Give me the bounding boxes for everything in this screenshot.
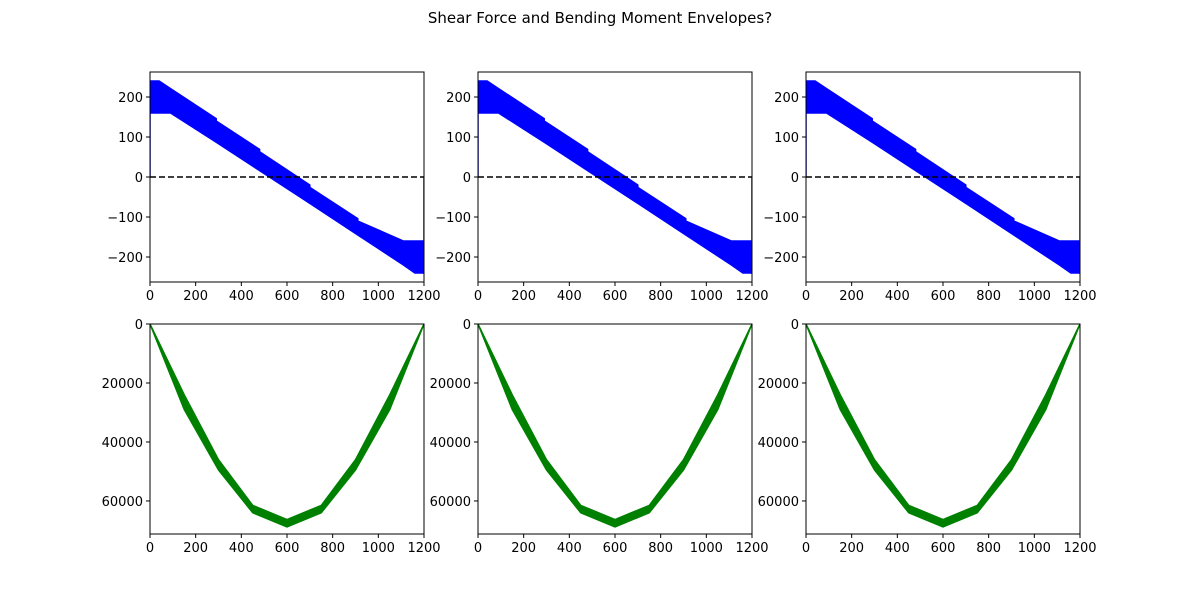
x-tick-label: 0: [802, 541, 810, 556]
y-tick-label: 60000: [758, 495, 799, 510]
x-tick-label: 1000: [1018, 541, 1051, 556]
y-tick-label: −200: [435, 251, 471, 266]
x-tick-label: 200: [839, 289, 864, 304]
x-tick-label: 0: [146, 289, 154, 304]
x-tick-label: 1000: [1018, 289, 1051, 304]
x-tick-label: 800: [648, 541, 673, 556]
y-tick-label: 40000: [102, 436, 143, 451]
x-tick-label: 800: [648, 289, 673, 304]
x-tick-label: 200: [183, 541, 208, 556]
x-tick-label: 400: [229, 289, 254, 304]
y-tick-label: −100: [435, 211, 471, 226]
x-tick-label: 0: [802, 289, 810, 304]
y-tick-label: 0: [135, 318, 143, 333]
figure-title: Shear Force and Bending Moment Envelopes…: [428, 9, 772, 27]
y-tick-label: 200: [774, 91, 799, 106]
x-tick-label: 600: [603, 541, 628, 556]
y-tick-label: 100: [774, 131, 799, 146]
y-tick-label: −200: [763, 251, 799, 266]
y-tick-label: 60000: [430, 495, 471, 510]
y-tick-label: −100: [763, 211, 799, 226]
y-tick-label: 0: [791, 171, 799, 186]
x-tick-label: 1200: [1063, 289, 1096, 304]
x-tick-label: 1200: [735, 289, 768, 304]
x-tick-label: 600: [275, 541, 300, 556]
x-tick-label: 0: [146, 541, 154, 556]
x-tick-label: 200: [839, 541, 864, 556]
y-tick-label: −100: [107, 211, 143, 226]
y-tick-label: 20000: [430, 377, 471, 392]
x-tick-label: 0: [474, 541, 482, 556]
y-tick-label: 0: [463, 171, 471, 186]
x-tick-label: 600: [931, 541, 956, 556]
x-tick-label: 800: [320, 289, 345, 304]
x-tick-label: 1000: [690, 289, 723, 304]
y-tick-label: 100: [446, 131, 471, 146]
y-tick-label: 20000: [102, 377, 143, 392]
envelope-band: [150, 324, 424, 528]
y-tick-label: 0: [463, 318, 471, 333]
x-tick-label: 600: [603, 289, 628, 304]
y-tick-label: 200: [446, 91, 471, 106]
y-tick-label: 40000: [758, 436, 799, 451]
x-tick-label: 800: [976, 541, 1001, 556]
x-tick-label: 1200: [407, 541, 440, 556]
y-tick-label: −200: [107, 251, 143, 266]
x-tick-label: 1000: [690, 541, 723, 556]
x-tick-label: 1200: [1063, 541, 1096, 556]
x-tick-label: 1000: [362, 289, 395, 304]
x-tick-label: 600: [931, 289, 956, 304]
x-tick-label: 200: [183, 289, 208, 304]
x-tick-label: 1200: [407, 289, 440, 304]
x-tick-label: 0: [474, 289, 482, 304]
x-tick-label: 600: [275, 289, 300, 304]
x-tick-label: 400: [557, 289, 582, 304]
x-tick-label: 400: [885, 289, 910, 304]
envelope-band: [478, 324, 752, 528]
y-tick-label: 60000: [102, 495, 143, 510]
y-tick-label: 200: [118, 91, 143, 106]
envelope-band: [806, 324, 1080, 528]
y-tick-label: 20000: [758, 377, 799, 392]
x-tick-label: 1200: [735, 541, 768, 556]
x-tick-label: 800: [976, 289, 1001, 304]
x-tick-label: 1000: [362, 541, 395, 556]
x-tick-label: 400: [557, 541, 582, 556]
x-tick-label: 200: [511, 289, 536, 304]
x-tick-label: 400: [229, 541, 254, 556]
y-tick-label: 0: [791, 318, 799, 333]
x-tick-label: 400: [885, 541, 910, 556]
x-tick-label: 200: [511, 541, 536, 556]
y-tick-label: 40000: [430, 436, 471, 451]
y-tick-label: 100: [118, 131, 143, 146]
y-tick-label: 0: [135, 171, 143, 186]
x-tick-label: 800: [320, 541, 345, 556]
